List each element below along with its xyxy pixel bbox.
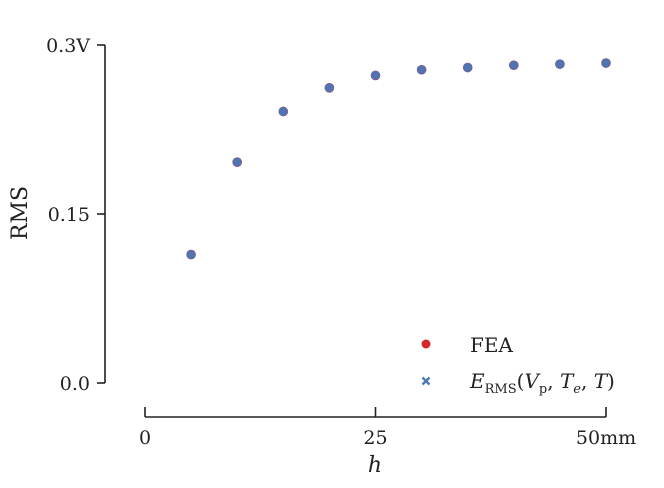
erms-point — [509, 60, 519, 70]
y-ticks: 0.0 0.15 0.3V — [46, 35, 105, 395]
erms-point — [278, 106, 288, 117]
x-tick-label: 0 — [139, 427, 151, 449]
erms-point — [417, 65, 427, 75]
erms-point — [601, 58, 611, 68]
legend: FEA ERMS(Vp, Te, T) — [421, 333, 615, 397]
x-axis: 0 25 50mm — [139, 407, 636, 449]
legend-label-fea: FEA — [470, 333, 513, 357]
y-tick-label: 0.3V — [46, 35, 90, 57]
x-tick-label: 25 — [363, 427, 387, 449]
erms-point — [463, 62, 473, 73]
x-tick-label: 50mm — [576, 427, 636, 449]
erms-point — [555, 59, 565, 69]
legend-label-erms: ERMS(Vp, Te, T) — [469, 369, 615, 397]
y-tick-label: 0.15 — [48, 204, 90, 226]
erms-point — [186, 249, 196, 260]
x-axis-label: h — [368, 453, 382, 478]
legend-item-erms: ERMS(Vp, Te, T) — [421, 369, 615, 397]
erms-point — [232, 157, 242, 167]
data-points — [186, 58, 611, 260]
y-tick-label: 0.0 — [60, 373, 90, 395]
y-axis: 0.0 0.15 0.3V — [46, 35, 106, 395]
y-axis-label: RMS — [8, 186, 33, 240]
erms-point — [370, 70, 381, 81]
legend-marker-erms — [421, 376, 431, 386]
legend-marker-fea — [421, 339, 431, 349]
erms-point — [324, 83, 334, 93]
x-ticks: 0 25 50mm — [139, 407, 636, 449]
legend-item-fea: FEA — [421, 333, 513, 357]
